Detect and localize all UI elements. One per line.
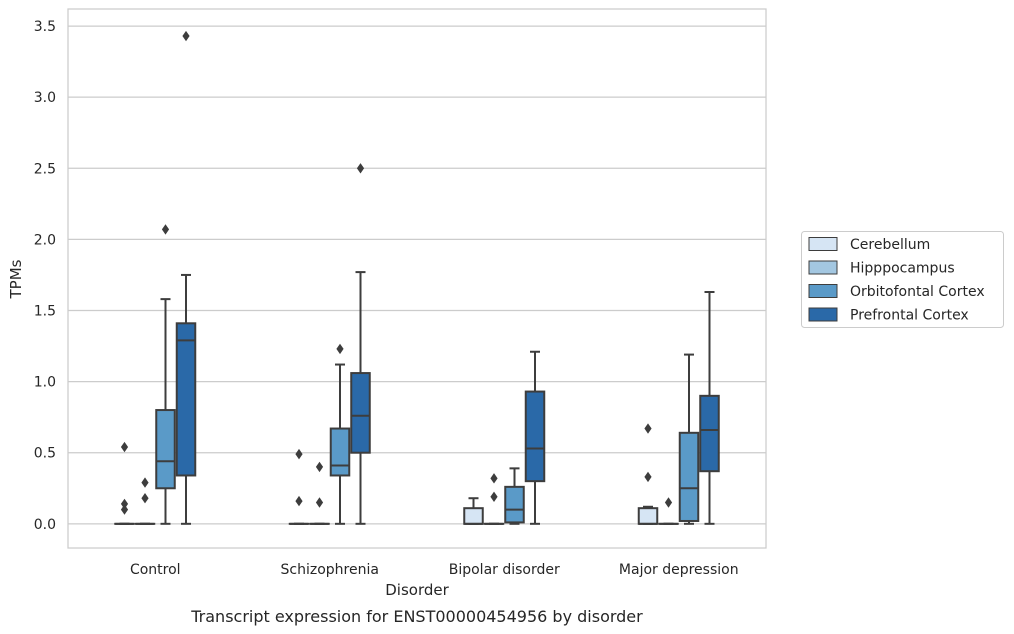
outlier-point bbox=[315, 461, 324, 473]
box-cerebellum bbox=[463, 497, 484, 525]
x-tick-label: Schizophrenia bbox=[281, 562, 379, 578]
outlier-point bbox=[295, 448, 303, 460]
box-body bbox=[175, 322, 197, 477]
outlier-point bbox=[356, 163, 365, 174]
box-cerebellum bbox=[114, 441, 135, 525]
box-prefrontal-cortex bbox=[175, 30, 197, 525]
legend-label: Hipppocampus bbox=[850, 261, 955, 277]
box-body bbox=[329, 427, 351, 477]
y-tick-label: 2.5 bbox=[34, 161, 56, 177]
chart-caption: Transcript expression for ENST0000045495… bbox=[190, 607, 643, 626]
outlier-point bbox=[161, 224, 170, 235]
x-tick-label: Major depression bbox=[619, 562, 739, 578]
plot-area-frame bbox=[67, 8, 767, 549]
box-body bbox=[155, 409, 176, 490]
outlier-point bbox=[336, 343, 344, 355]
box-orbitofontal-cortex bbox=[504, 467, 525, 525]
legend: Cerebellum Hipppocampus Orbitofontal Corte… bbox=[801, 231, 1004, 328]
box-cerebellum bbox=[288, 448, 310, 525]
box-orbitofontal-cortex bbox=[329, 343, 351, 525]
box-hipppocampus bbox=[483, 473, 505, 525]
box-prefrontal-cortex bbox=[699, 291, 720, 525]
box-hipppocampus bbox=[134, 477, 156, 525]
y-tick-label: 3.0 bbox=[34, 90, 56, 106]
box-body bbox=[504, 485, 525, 524]
box-hipppocampus bbox=[309, 461, 330, 525]
outlier-point bbox=[141, 493, 149, 504]
box-body bbox=[463, 507, 484, 525]
box-orbitofontal-cortex bbox=[155, 224, 176, 525]
box-body bbox=[699, 394, 720, 473]
outlier-point bbox=[141, 477, 149, 488]
legend-swatch bbox=[808, 284, 838, 298]
box-body bbox=[637, 507, 659, 525]
outlier-point bbox=[182, 30, 190, 42]
outlier-point bbox=[120, 504, 129, 515]
legend-swatch bbox=[808, 237, 838, 251]
x-tick-label: Control bbox=[130, 562, 181, 578]
y-tick-label: 0.5 bbox=[34, 446, 56, 462]
outlier-point bbox=[644, 423, 652, 434]
outlier-point bbox=[664, 497, 673, 508]
box-prefrontal-cortex bbox=[524, 350, 546, 525]
boxplots bbox=[114, 30, 720, 525]
y-tick-labels: 0.0 0.5 1.0 1.5 2.0 2.5 3.0 3.5 bbox=[34, 19, 56, 533]
outlier-point bbox=[315, 497, 324, 508]
outlier-point bbox=[120, 498, 129, 510]
legend-swatch bbox=[808, 260, 838, 275]
y-tick-label: 0.0 bbox=[34, 517, 56, 533]
box-cerebellum bbox=[637, 423, 659, 525]
outlier-point bbox=[120, 441, 129, 453]
box-body bbox=[678, 431, 700, 522]
box-prefrontal-cortex bbox=[350, 163, 371, 525]
y-tick-label: 3.5 bbox=[34, 19, 56, 35]
y-axis-title: TPMs bbox=[7, 259, 25, 299]
x-axis-title: Disorder bbox=[385, 581, 449, 599]
y-tick-label: 1.5 bbox=[34, 303, 56, 319]
legend-label: Prefrontal Cortex bbox=[850, 308, 969, 324]
box-hipppocampus bbox=[658, 497, 679, 525]
legend-label: Cerebellum bbox=[850, 237, 930, 253]
legend-frame bbox=[801, 231, 1004, 328]
outlier-point bbox=[644, 471, 652, 483]
x-tick-label: Bipolar disorder bbox=[449, 562, 560, 578]
legend-label: Orbitofontal Cortex bbox=[850, 284, 985, 300]
box-orbitofontal-cortex bbox=[678, 353, 700, 525]
y-tick-label: 1.0 bbox=[34, 375, 56, 391]
box-body bbox=[350, 372, 371, 454]
outlier-point bbox=[490, 473, 498, 484]
legend-swatch bbox=[808, 307, 838, 322]
outlier-point bbox=[295, 495, 303, 507]
x-tick-labels: Control Schizophrenia Bipolar disorder Majo… bbox=[130, 562, 739, 578]
box-body bbox=[524, 390, 546, 483]
y-tick-label: 2.0 bbox=[34, 232, 56, 248]
outlier-point bbox=[490, 491, 498, 503]
